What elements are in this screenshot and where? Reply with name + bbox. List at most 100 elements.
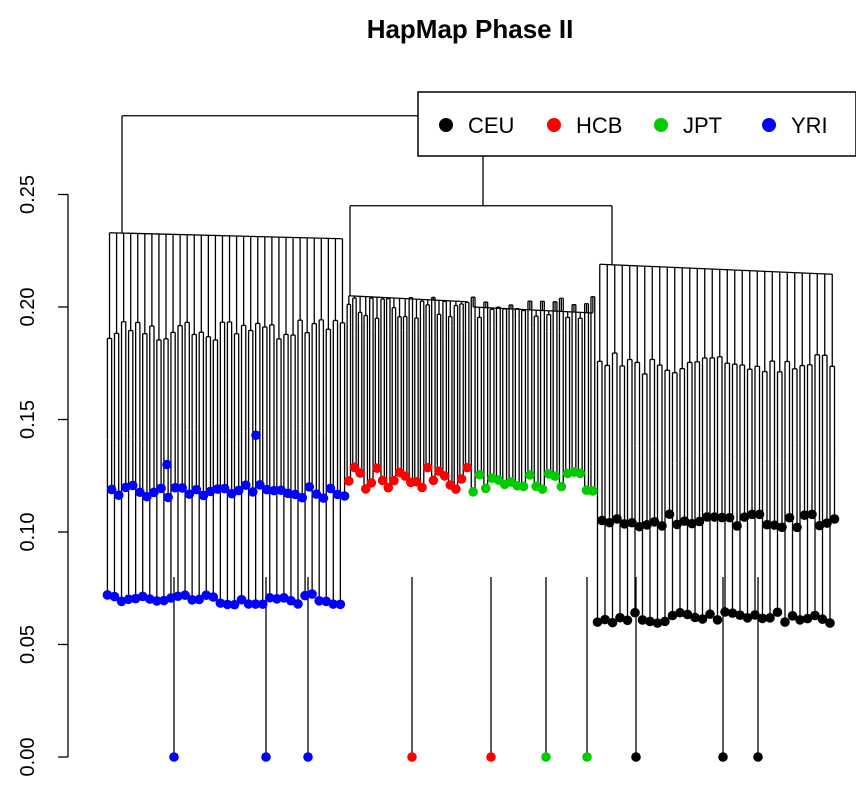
leaf-point-yri xyxy=(236,594,247,605)
leaf-point-hcb xyxy=(372,463,382,474)
legend-label-yri: YRI xyxy=(791,113,828,138)
leaf-point-ceu xyxy=(727,608,738,618)
leaf-point-zero xyxy=(407,752,417,762)
leaf-point-jpt xyxy=(537,484,548,494)
leaf-point-ceu xyxy=(682,609,693,620)
leaf-point-zero xyxy=(631,752,641,762)
leaf-point-hcb xyxy=(422,462,433,473)
leaf-point-yri xyxy=(250,599,261,609)
leaf-point-yri xyxy=(135,487,145,498)
leaf-point-ceu xyxy=(747,509,757,520)
leaf-point-yri xyxy=(177,483,188,493)
leaf-point-ceu xyxy=(814,520,825,531)
leaf-point-ceu xyxy=(792,522,802,533)
chart-title: HapMap Phase II xyxy=(367,14,574,44)
leaf-point-ceu xyxy=(652,618,663,628)
leaf-point-hcb xyxy=(400,471,410,481)
leaf-point-yri xyxy=(184,489,195,499)
leaf-point-ceu xyxy=(829,514,840,524)
leaf-point-jpt xyxy=(575,468,586,479)
leaf-point-ceu xyxy=(825,618,835,628)
leaf-point-ceu xyxy=(645,616,655,627)
leaf-point-ceu xyxy=(630,607,640,618)
leaf-point-ceu xyxy=(697,614,708,624)
leaf-point-ceu xyxy=(637,615,648,625)
leaf-point-jpt xyxy=(474,469,485,480)
leaf-point-hcb xyxy=(344,476,354,486)
leaf-point-hcb xyxy=(377,475,388,486)
leaf-point-yri xyxy=(173,591,183,602)
leaf-point-ceu xyxy=(754,509,765,520)
leaf-point-jpt xyxy=(518,481,529,492)
cluster-top-bar xyxy=(599,263,833,275)
leaf-point-ceu xyxy=(784,512,795,523)
leaf-point-yri xyxy=(109,591,120,602)
legend-label-jpt: JPT xyxy=(683,113,722,138)
leaf-point-yri xyxy=(314,596,324,606)
cluster-top-bar xyxy=(473,306,593,314)
leaf-point-ceu xyxy=(717,512,727,523)
leaf-point-yri xyxy=(255,480,265,490)
leaf-point-ceu xyxy=(772,607,783,618)
leaf-point-yri xyxy=(162,459,172,470)
leaf-point-hcb xyxy=(355,468,365,478)
legend-marker-ceu xyxy=(439,118,453,132)
leaf-point-ceu xyxy=(627,517,637,528)
y-tick-label: 0.10 xyxy=(17,513,39,552)
leaf-point-ceu xyxy=(705,609,715,620)
legend: CEU HCB JPT YRI xyxy=(417,91,856,157)
leaf-point-zero xyxy=(718,752,728,762)
leaf-point-hcb xyxy=(439,471,450,481)
legend-marker-hcb xyxy=(547,118,561,132)
leaf-point-ceu xyxy=(622,615,633,626)
leaf-point-ceu xyxy=(667,610,678,621)
leaf-point-ceu xyxy=(787,611,798,621)
leaf-point-jpt xyxy=(525,470,535,480)
leaf-points xyxy=(102,430,840,762)
leaf-point-ceu xyxy=(777,522,787,533)
leaf-point-yri xyxy=(191,484,202,495)
leaf-point-yri xyxy=(318,493,329,503)
leaf-point-ceu xyxy=(735,610,745,620)
leaf-point-ceu xyxy=(664,509,675,520)
leaf-point-yri xyxy=(123,594,134,605)
leaf-point-hcb xyxy=(451,484,461,494)
leaf-point-yri xyxy=(212,484,223,494)
leaf-point-ceu xyxy=(604,517,615,528)
leaf-point-yri xyxy=(194,594,204,605)
leaf-point-yri xyxy=(335,599,346,610)
legend-marker-jpt xyxy=(654,118,668,132)
leaf-point-yri xyxy=(106,484,117,495)
leaf-point-ceu xyxy=(634,521,645,532)
leaf-point-ceu xyxy=(675,607,685,618)
leaf-point-ceu xyxy=(657,521,667,531)
leaf-point-ceu xyxy=(732,521,742,531)
leaf-point-ceu xyxy=(742,613,753,623)
leaf-point-hcb xyxy=(389,475,399,486)
leaf-point-ceu xyxy=(739,512,750,522)
leaf-point-hcb xyxy=(428,475,439,486)
legend-label-ceu: CEU xyxy=(468,113,514,138)
leaf-point-ceu xyxy=(780,617,790,627)
leaf-point-ceu xyxy=(597,515,607,526)
leaf-point-ceu xyxy=(690,612,700,623)
leaf-point-ceu xyxy=(709,512,720,522)
y-tick-label: 0.25 xyxy=(17,175,39,214)
leaf-point-jpt xyxy=(588,486,598,496)
leaf-point-yri xyxy=(304,482,315,492)
leaf-point-yri xyxy=(269,485,279,496)
y-tick-label: 0.00 xyxy=(17,738,39,777)
leaf-point-yri xyxy=(311,489,322,499)
leaf-point-ceu xyxy=(817,614,828,625)
leaf-point-yri xyxy=(307,589,317,599)
leaf-point-yri xyxy=(180,590,190,600)
leaf-point-yri xyxy=(233,485,244,496)
leaf-point-yri xyxy=(272,594,282,604)
legend-marker-yri xyxy=(762,118,776,132)
leaf-point-ceu xyxy=(757,613,768,624)
leaf-point-zero xyxy=(169,752,179,762)
leaf-point-yri xyxy=(339,491,350,501)
leaf-point-yri xyxy=(297,492,308,503)
leaf-point-yri xyxy=(170,482,180,493)
leaf-point-yri xyxy=(208,592,219,602)
